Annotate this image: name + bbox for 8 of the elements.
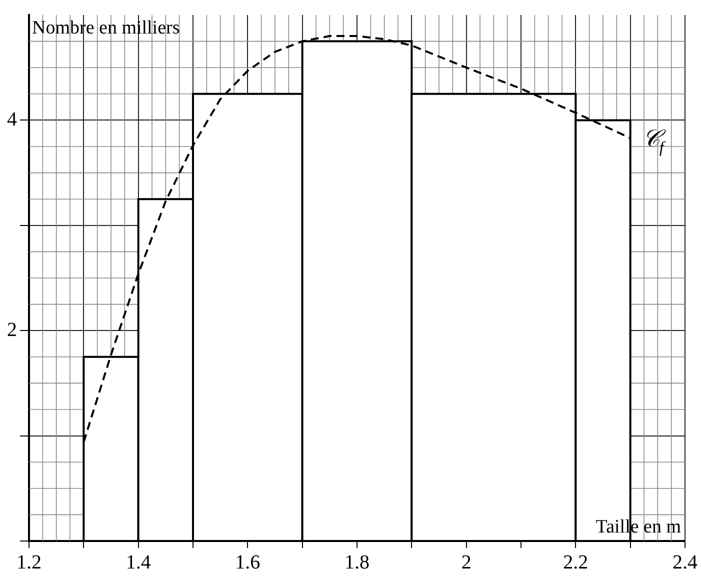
x-tick-label: 1.8 [344, 551, 370, 574]
y-tick-label: 4 [7, 108, 17, 130]
x-tick-label: 2.2 [563, 551, 588, 574]
x-tick-label: 1.2 [16, 551, 42, 574]
x-tick-label: 1.6 [235, 551, 260, 574]
x-tick-label: 2.4 [672, 551, 698, 574]
x-tick-label: 2 [461, 551, 472, 574]
x-tick-label: 1.4 [126, 551, 151, 574]
